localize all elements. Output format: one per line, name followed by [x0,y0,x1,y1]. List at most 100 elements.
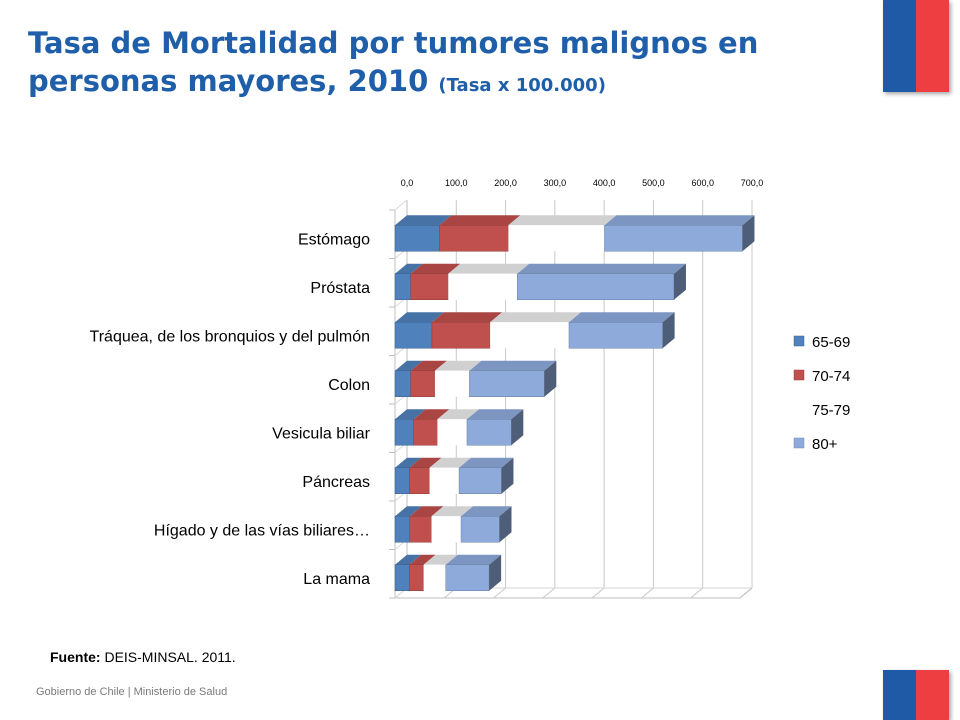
bar-70-74 [409,564,424,591]
bar-top-70-74 [410,360,447,371]
bar-75-79 [423,564,446,591]
bar-top-80+ [466,409,524,420]
legend-swatch-70-74 [793,369,805,381]
legend-label-70-74: 70-74 [812,368,850,385]
bar-side-80+ [673,263,686,300]
bar-65-69 [394,467,410,494]
bar-75-79 [431,516,462,543]
bar-75-79 [490,322,569,349]
footer-credit: Gobierno de Chile | Ministerio de Salud [36,686,228,698]
bar-75-79 [429,467,460,494]
bar-top-70-74 [409,506,444,517]
bar-80+ [568,322,663,349]
x-tick-label: 400,0 [593,178,616,188]
source-note: Fuente: DEIS-MINSAL. 2011. [50,649,236,665]
bar-65-69 [394,273,412,300]
bar-top-75-79 [431,506,474,517]
legend-swatch-65-69 [793,335,805,347]
bar-80+ [516,273,675,300]
bar-70-74 [409,516,432,543]
bar-75-79 [434,370,470,397]
bar-top-65-69 [395,215,452,226]
bar-65-69 [394,225,440,252]
bar-top-65-69 [395,554,422,565]
bar-80+ [445,564,490,591]
bar-top-65-69 [395,312,444,323]
x-tick-label: 700,0 [741,178,764,188]
gridline-floor [591,587,605,599]
bar-top-80+ [469,360,557,371]
x-tick-label: 300,0 [544,178,567,188]
bar-side-80+ [742,215,755,252]
bar-side-80+ [544,360,557,397]
gridline-floor [493,587,506,599]
legend-label-65-69: 65-69 [812,334,850,351]
bar-80+ [466,419,512,446]
bar-70-74 [410,370,436,397]
bar-top-70-74 [410,263,461,274]
bar-top-80+ [459,457,514,468]
category-label: Páncreas [302,474,370,491]
floor-right [739,587,753,599]
slide-title: Tasa de Mortalidad por tumores malignos … [28,24,868,105]
source-label: Fuente: [50,649,101,665]
bar-side-80+ [489,554,502,591]
x-tick-label: 100,0 [445,178,468,188]
bar-top-70-74 [409,457,442,468]
bar-80+ [460,516,500,543]
bar-top-75-79 [437,409,479,420]
bar-top-80+ [445,554,502,565]
chile-flag-top-icon [883,0,949,92]
bar-80+ [458,467,502,494]
bar-side-80+ [501,457,514,494]
bar-65-69 [394,370,412,397]
bar-65-69 [394,516,411,543]
bar-80+ [604,225,743,252]
bar-top-80+ [604,215,755,226]
bar-top-70-74 [413,409,450,420]
legend-label-75-79: 75-79 [812,402,850,419]
bar-80+ [469,370,545,397]
source-text: DEIS-MINSAL. 2011. [100,649,236,665]
bar-top-80+ [568,312,675,323]
bar-top-75-79 [434,360,482,371]
bar-75-79 [508,225,605,252]
bar-65-69 [394,564,410,591]
bar-top-70-74 [431,312,503,323]
bar-top-65-69 [395,263,423,274]
gridline-floor [641,587,654,599]
bar-top-75-79 [448,263,530,274]
bar-side-80+ [511,409,524,446]
bar-top-80+ [517,263,686,274]
bar-65-69 [394,419,414,446]
bar-70-74 [409,467,430,494]
bar-70-74 [410,273,449,300]
bar-top-80+ [461,506,512,517]
legend-swatch-80+ [793,437,805,449]
bar-70-74 [413,419,438,446]
title-main: Tasa de Mortalidad por tumores malignos … [28,26,759,98]
bar-top-75-79 [508,215,617,226]
bar-top-70-74 [409,554,436,565]
category-label: Estómago [298,231,370,248]
bar-65-69 [394,322,433,349]
bar-70-74 [431,322,491,349]
x-tick-label: 500,0 [642,178,665,188]
x-tick-label: 200,0 [494,178,517,188]
chile-flag-bottom-icon [883,670,949,720]
bar-top-75-79 [423,554,458,565]
bar-top-70-74 [439,215,521,226]
gridline-floor [542,587,556,599]
legend-swatch-75-79 [794,404,804,414]
category-label: Tráquea, de los bronquios y del pulmón [90,328,370,345]
category-label: Colon [328,377,370,394]
bar-top-65-69 [395,457,422,468]
bar-75-79 [437,419,467,446]
category-label: Vesicula biliar [272,425,371,442]
x-tick-label: 600,0 [691,178,714,188]
bar-70-74 [439,225,509,252]
side-wall-line [394,199,408,211]
category-label: Próstata [310,280,370,297]
bar-top-75-79 [490,312,581,323]
